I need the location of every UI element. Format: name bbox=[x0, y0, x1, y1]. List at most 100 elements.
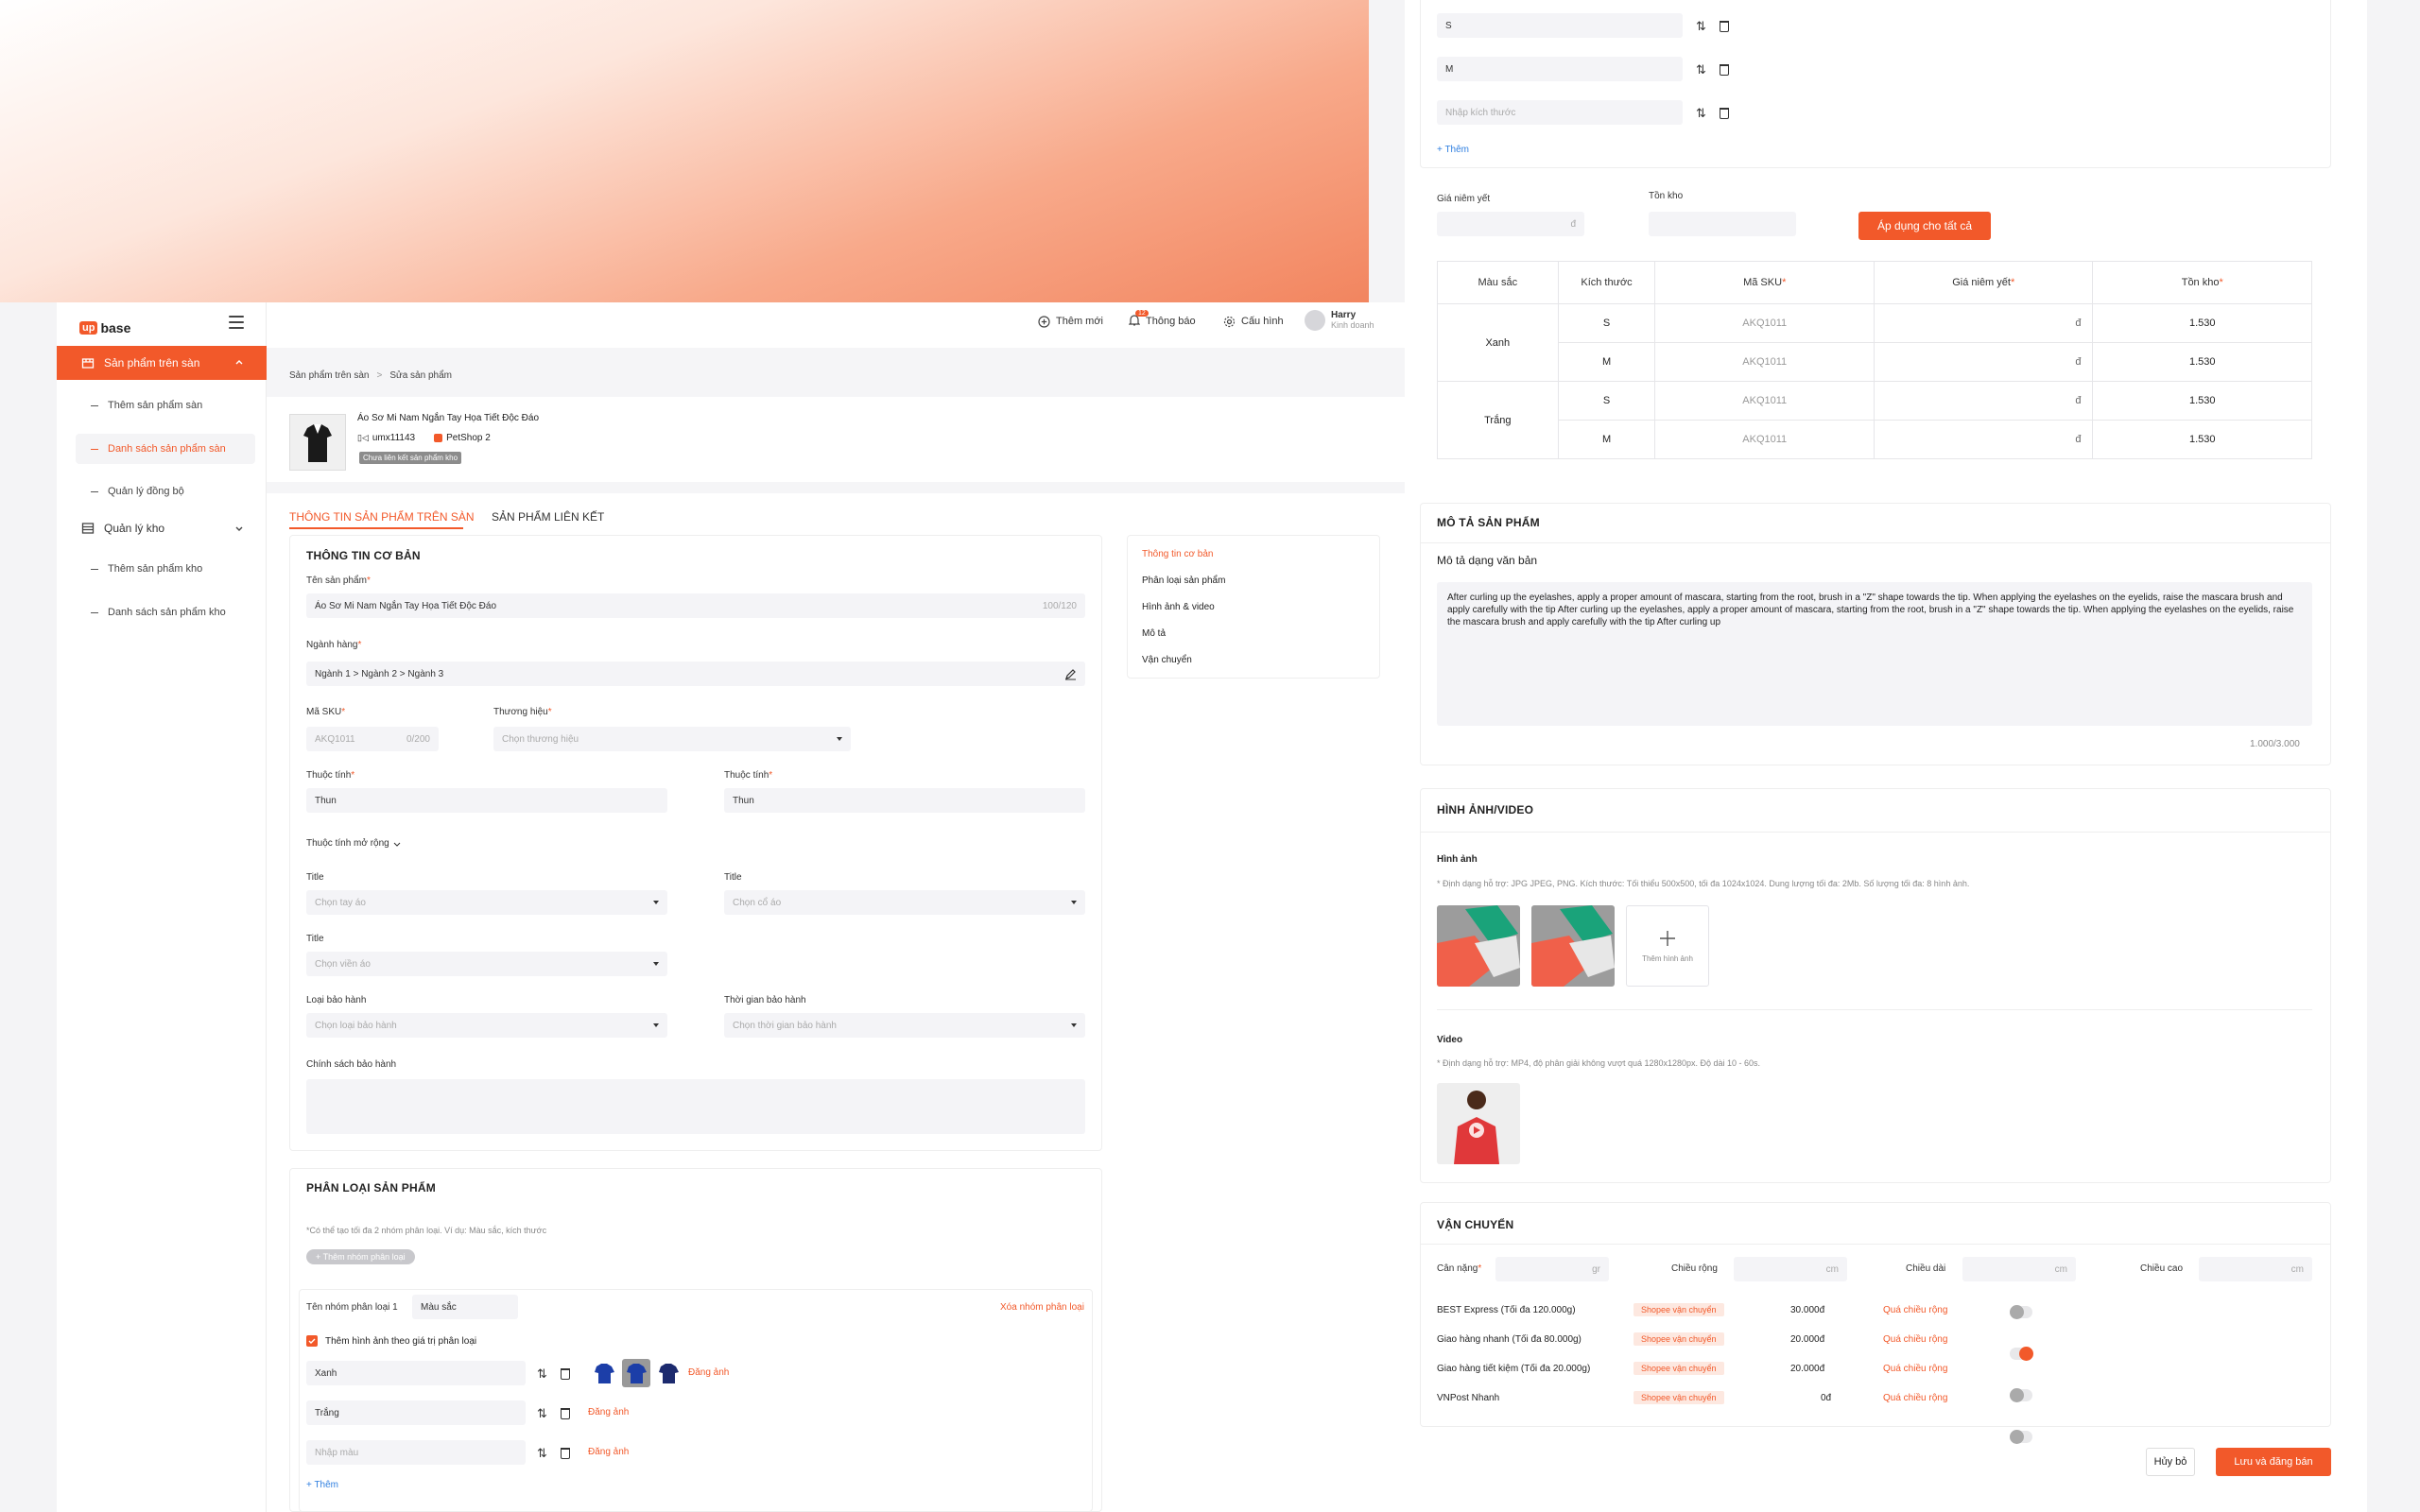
size-input-m[interactable]: M bbox=[1437, 57, 1683, 81]
variant-image-checkbox[interactable]: Thêm hình ảnh theo giá trị phân loại bbox=[306, 1335, 476, 1347]
carrier-toggle[interactable] bbox=[2010, 1430, 2032, 1444]
carrier-toggle[interactable] bbox=[2010, 1388, 2032, 1402]
menu-toggle-icon[interactable] bbox=[229, 316, 244, 329]
price-cell[interactable]: đ bbox=[1873, 420, 2094, 459]
product-name-input[interactable]: Áo Sơ Mi Nam Ngắn Tay Họa Tiết Độc Đáo 10… bbox=[306, 593, 1085, 618]
size-input-s[interactable]: S bbox=[1437, 13, 1683, 38]
remove-variant-group-button[interactable]: Xóa nhóm phân loại bbox=[1000, 1302, 1084, 1313]
sidebar-item-products-on-marketplace[interactable]: Sản phẩm trên sàn bbox=[57, 346, 267, 380]
upload-image-link[interactable]: Đăng ảnh bbox=[588, 1407, 630, 1418]
stock-cell[interactable]: 1.530 bbox=[2092, 420, 2312, 459]
edit-icon[interactable] bbox=[1064, 668, 1077, 680]
sidebar-item-warehouse-product-list[interactable]: Danh sách sản phẩm kho bbox=[76, 598, 255, 627]
product-image[interactable] bbox=[1531, 905, 1615, 987]
brand-select[interactable]: Chọn thương hiệu bbox=[493, 727, 851, 751]
tab-marketplace-info[interactable]: THÔNG TIN SẢN PHẨM TRÊN SÀN bbox=[289, 510, 475, 524]
color-input-trang[interactable]: Trắng bbox=[306, 1400, 526, 1425]
cancel-button[interactable]: Hủy bỏ bbox=[2146, 1448, 2195, 1476]
sort-icon[interactable]: ⇅ bbox=[537, 1406, 547, 1420]
settings-button[interactable]: Cấu hình bbox=[1223, 312, 1284, 331]
trash-icon[interactable] bbox=[1719, 108, 1729, 119]
sku-cell[interactable]: AKQ1011 bbox=[1654, 420, 1875, 459]
width-input[interactable]: cm bbox=[1734, 1257, 1847, 1281]
bulk-price-input[interactable]: đ bbox=[1437, 212, 1584, 236]
sidebar-item-marketplace-product-list[interactable]: Danh sách sản phẩm sàn bbox=[76, 434, 255, 464]
add-image-button[interactable]: Thêm hình ảnh bbox=[1626, 905, 1709, 987]
anchor-basic-info[interactable]: Thông tin cơ bản bbox=[1142, 549, 1214, 559]
carrier-toggle[interactable] bbox=[2010, 1305, 2032, 1319]
sleeve-select[interactable]: Chọn tay áo bbox=[306, 890, 667, 915]
stock-cell[interactable]: 1.530 bbox=[2092, 381, 2312, 421]
warranty-type-select[interactable]: Chọn loại bảo hành bbox=[306, 1013, 667, 1038]
stock-cell[interactable]: 1.530 bbox=[2092, 342, 2312, 382]
user-menu[interactable]: Harry Kinh doanh bbox=[1305, 308, 1374, 333]
new-color-input[interactable]: Nhập màu bbox=[306, 1440, 526, 1465]
bulk-stock-input[interactable] bbox=[1649, 212, 1796, 236]
price-cell[interactable]: đ bbox=[1873, 381, 2094, 421]
weight-input[interactable]: gr bbox=[1495, 1257, 1609, 1281]
trash-icon[interactable] bbox=[1719, 21, 1729, 32]
sidebar-item-add-warehouse-product[interactable]: Thêm sản phẩm kho bbox=[76, 555, 255, 583]
sidebar-item-sync-management[interactable]: Quản lý đồng bộ bbox=[76, 477, 255, 506]
attribute-input-2[interactable]: Thun bbox=[724, 788, 1085, 813]
sku-cell[interactable]: AKQ1011 bbox=[1654, 381, 1875, 421]
product-image[interactable] bbox=[1437, 905, 1520, 987]
sort-icon[interactable]: ⇅ bbox=[537, 1446, 547, 1460]
carrier-toggle[interactable] bbox=[2010, 1347, 2033, 1361]
collar-select[interactable]: Chọn cổ áo bbox=[724, 890, 1085, 915]
price-cell[interactable]: đ bbox=[1873, 303, 2094, 343]
sort-icon[interactable]: ⇅ bbox=[1696, 19, 1706, 33]
warranty-time-select[interactable]: Chọn thời gian bảo hành bbox=[724, 1013, 1085, 1038]
sort-icon[interactable]: ⇅ bbox=[1696, 62, 1706, 77]
sku-cell[interactable]: AKQ1011 bbox=[1654, 303, 1875, 343]
sku-cell[interactable]: AKQ1011 bbox=[1654, 342, 1875, 382]
extended-attributes-toggle[interactable]: Thuộc tính mở rộng bbox=[306, 838, 401, 849]
description-textarea[interactable]: After curling up the eyelashes, apply a … bbox=[1437, 582, 2312, 726]
description-card bbox=[1420, 503, 2331, 765]
warranty-policy-textarea[interactable] bbox=[306, 1079, 1085, 1134]
carrier-warning: Quá chiều rộng bbox=[1883, 1364, 1948, 1374]
tab-linked-products[interactable]: SẢN PHẨM LIÊN KẾT bbox=[492, 510, 605, 524]
variant-group-name-input[interactable]: Màu sắc bbox=[412, 1295, 518, 1319]
plus-circle-icon bbox=[1038, 315, 1050, 328]
add-new-button[interactable]: Thêm mới bbox=[1038, 312, 1103, 331]
sort-icon[interactable]: ⇅ bbox=[537, 1366, 547, 1381]
sort-icon[interactable]: ⇅ bbox=[1696, 106, 1706, 120]
trash-icon[interactable] bbox=[1719, 64, 1729, 76]
anchor-media[interactable]: Hình ảnh & video bbox=[1142, 602, 1215, 612]
trash-icon[interactable] bbox=[560, 1368, 570, 1380]
upload-image-link[interactable]: Đăng ảnh bbox=[688, 1367, 730, 1378]
anchor-variants[interactable]: Phân loại sản phẩm bbox=[1142, 576, 1226, 586]
shipping-card bbox=[1420, 1202, 2331, 1427]
notifications-button[interactable]: 12 Thông báo bbox=[1128, 310, 1196, 331]
trash-icon[interactable] bbox=[560, 1448, 570, 1459]
sidebar-item-warehouse[interactable]: Quản lý kho bbox=[57, 514, 267, 542]
sidebar-item-add-marketplace-product[interactable]: Thêm sản phẩm sàn bbox=[76, 391, 255, 420]
price-cell[interactable]: đ bbox=[1873, 342, 2094, 382]
height-input[interactable]: cm bbox=[2199, 1257, 2312, 1281]
upload-image-link[interactable]: Đăng ảnh bbox=[588, 1447, 630, 1457]
anchor-shipping[interactable]: Vận chuyển bbox=[1142, 655, 1192, 665]
attribute-input-1[interactable]: Thun bbox=[306, 788, 667, 813]
anchor-description[interactable]: Mô tả bbox=[1142, 628, 1167, 639]
border-select[interactable]: Chọn viền áo bbox=[306, 952, 667, 976]
trash-icon[interactable] bbox=[560, 1408, 570, 1419]
carrier-fee: 20.000đ bbox=[1790, 1364, 1825, 1374]
breadcrumb-root[interactable]: Sản phẩm trên sàn bbox=[289, 370, 370, 381]
add-size-link[interactable]: + Thêm bbox=[1437, 145, 1469, 155]
section-anchor-nav bbox=[1127, 535, 1380, 679]
color-input-xanh[interactable]: Xanh bbox=[306, 1361, 526, 1385]
variant-note: *Có thể tạo tối đa 2 nhóm phân loại. Ví … bbox=[306, 1226, 547, 1235]
add-color-link[interactable]: + Thêm bbox=[306, 1480, 338, 1490]
save-and-publish-button[interactable]: Lưu và đăng bán bbox=[2216, 1448, 2331, 1476]
sku-input[interactable]: AKQ1011 0/200 bbox=[306, 727, 439, 751]
length-input[interactable]: cm bbox=[1962, 1257, 2076, 1281]
category-input[interactable]: Ngành 1 > Ngành 2 > Ngành 3 bbox=[306, 662, 1085, 686]
add-variant-group-button[interactable]: + Thêm nhóm phân loại bbox=[306, 1249, 415, 1264]
link-status-badge: Chưa liên kết sản phẩm kho bbox=[359, 452, 462, 464]
apply-all-button[interactable]: Áp dụng cho tất cả bbox=[1858, 212, 1991, 240]
stock-cell[interactable]: 1.530 bbox=[2092, 303, 2312, 343]
product-video[interactable] bbox=[1437, 1083, 1520, 1164]
new-size-input[interactable]: Nhập kích thước bbox=[1437, 100, 1683, 125]
product-header-card bbox=[267, 397, 1405, 482]
